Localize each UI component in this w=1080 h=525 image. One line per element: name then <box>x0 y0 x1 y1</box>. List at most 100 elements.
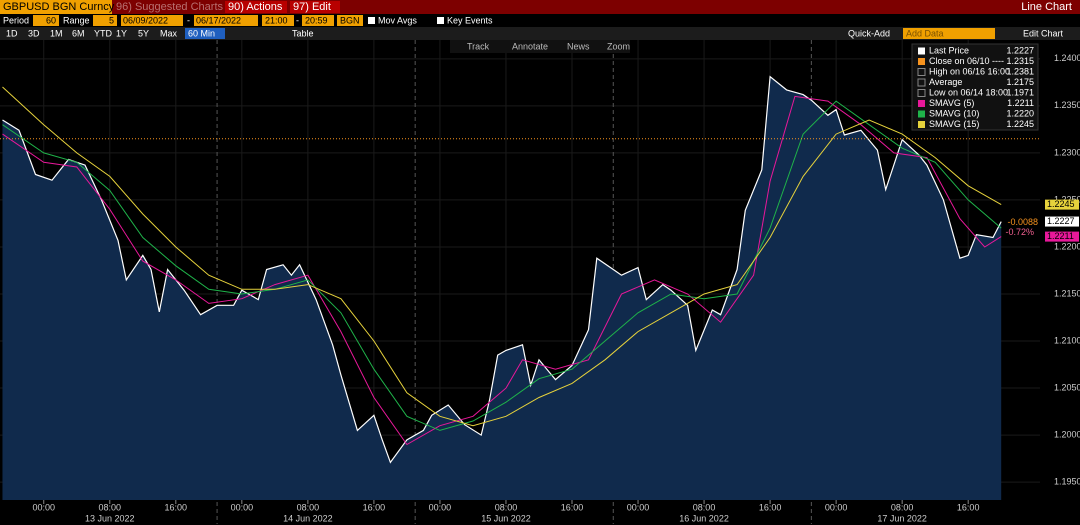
y-tick-label: 1.2250 <box>1054 194 1080 204</box>
field[interactable] <box>337 15 363 26</box>
day-label: 17 Jun 2022 <box>877 513 927 523</box>
range-label: Range <box>63 15 90 25</box>
x-tick-label: 00:00 <box>429 502 452 512</box>
legend-value: 1.2227 <box>1006 45 1034 55</box>
y-tick-label: 1.2300 <box>1054 147 1080 157</box>
checkbox[interactable] <box>368 17 375 24</box>
legend-swatch <box>918 47 925 55</box>
timeframe[interactable]: 1M <box>50 28 63 38</box>
timeframe[interactable]: 1Y <box>116 28 127 38</box>
x-tick-label: 00:00 <box>231 502 254 512</box>
legend-label: High on 06/16 16:00 <box>929 66 1010 76</box>
x-tick-label: 16:00 <box>561 502 584 512</box>
day-label: 14 Jun 2022 <box>283 513 333 523</box>
legend-value: 1.1971 <box>1006 87 1034 97</box>
field[interactable] <box>121 15 183 26</box>
x-tick-label: 08:00 <box>693 502 716 512</box>
field[interactable] <box>302 15 334 26</box>
tool[interactable]: Track <box>467 41 490 51</box>
price-tag <box>1045 199 1079 210</box>
legend-value: 1.2315 <box>1006 56 1034 66</box>
day-label: 13 Jun 2022 <box>85 513 135 523</box>
y-tick-label: 1.2350 <box>1054 100 1080 110</box>
legend-swatch <box>917 68 926 76</box>
quick-add[interactable]: Quick-Add <box>848 28 890 38</box>
checkbox[interactable] <box>437 17 444 24</box>
source[interactable]: BGN <box>340 15 360 25</box>
timeframe[interactable]: 3D <box>28 28 40 38</box>
field[interactable] <box>262 15 294 26</box>
x-tick-label: 08:00 <box>297 502 320 512</box>
series-line <box>2 75 1002 464</box>
interval[interactable]: 60 Min <box>188 28 215 38</box>
legend-swatch <box>917 89 926 97</box>
legend-label: SMAVG (15) <box>929 119 979 129</box>
security-box[interactable] <box>0 0 112 14</box>
tool[interactable]: Zoom <box>607 41 630 51</box>
legend-label: SMAVG (5) <box>929 98 974 108</box>
dash: - <box>187 15 190 25</box>
timeframe[interactable]: 5Y <box>138 28 149 38</box>
table[interactable]: Table <box>292 28 314 38</box>
series-line <box>2 100 1002 431</box>
start-date[interactable]: 06/09/2022 <box>123 15 168 25</box>
add-data-box[interactable] <box>903 28 995 39</box>
field[interactable] <box>93 15 117 26</box>
timeframe[interactable]: YTD <box>94 28 113 38</box>
timeframe[interactable]: 6M <box>72 28 85 38</box>
range-bar <box>0 27 1080 40</box>
tools: Track Annotate News Zoom <box>467 41 630 51</box>
start-time[interactable]: 21:00 <box>265 15 288 25</box>
suggested[interactable]: 96) Suggested Charts <box>116 1 224 13</box>
x-tick-label: 00:00 <box>825 502 848 512</box>
y-tick-label: 1.2200 <box>1054 241 1080 251</box>
y-tick-label: 1.2100 <box>1054 335 1080 345</box>
end-date[interactable]: 06/17/2022 <box>196 15 241 25</box>
add-data[interactable]: Add Data <box>906 28 944 38</box>
actions-btn[interactable] <box>225 1 287 13</box>
period[interactable]: 60 <box>46 15 56 25</box>
x-tick-label: 16:00 <box>363 502 386 512</box>
legend-label: Close on 06/10 ---- <box>929 56 1004 66</box>
edit-chart[interactable]: Edit Chart <box>1023 28 1064 38</box>
interval-box[interactable] <box>185 28 225 39</box>
x-tick-label: 00:00 <box>627 502 650 512</box>
tool[interactable]: Annotate <box>512 41 548 51</box>
timeframe[interactable]: Max <box>160 28 178 38</box>
price-tag-label: 1.2211 <box>1047 231 1074 241</box>
field[interactable] <box>33 15 59 26</box>
plot: 1.19501.20001.20501.21001.21501.22001.22… <box>0 40 1080 524</box>
x-tick-label: 00:00 <box>32 502 55 512</box>
security[interactable]: GBPUSD BGN Curncy <box>3 1 115 13</box>
tool[interactable]: News <box>567 41 590 51</box>
price-tag <box>1045 216 1079 227</box>
timeframes: 1D 3D 1M 6M YTD 1Y 5Y Max <box>6 28 178 38</box>
legend-value: 1.2245 <box>1006 119 1034 129</box>
area <box>2 76 1002 500</box>
change-percent: -0.72% <box>1005 227 1034 237</box>
mov-avgs[interactable]: Mov Avgs <box>378 15 417 25</box>
legend <box>911 43 1039 131</box>
day-label: 15 Jun 2022 <box>481 513 531 523</box>
y-tick-label: 1.2050 <box>1054 382 1080 392</box>
field[interactable] <box>194 15 258 26</box>
actions[interactable]: 90) Actions <box>228 1 283 13</box>
legend-value: 1.2175 <box>1006 77 1034 87</box>
range[interactable]: 5 <box>109 15 114 25</box>
edit[interactable]: 97) Edit <box>293 1 331 13</box>
legend-label: SMAVG (10) <box>929 108 979 118</box>
timeframe[interactable]: 1D <box>6 28 18 38</box>
price-tag-label: 1.2245 <box>1047 199 1075 209</box>
key-events[interactable]: Key Events <box>447 15 493 25</box>
day-label: 16 Jun 2022 <box>679 513 729 523</box>
price-tag-label: 1.2227 <box>1047 216 1075 226</box>
end-time[interactable]: 20:59 <box>305 15 328 25</box>
legend-value: 1.2211 <box>1007 98 1034 108</box>
y-tick-label: 1.2150 <box>1054 288 1080 298</box>
x-tick-label: 08:00 <box>99 502 122 512</box>
legend-label: Last Price <box>929 45 969 55</box>
edit-btn[interactable] <box>290 1 340 13</box>
x-tick-label: 08:00 <box>891 502 914 512</box>
